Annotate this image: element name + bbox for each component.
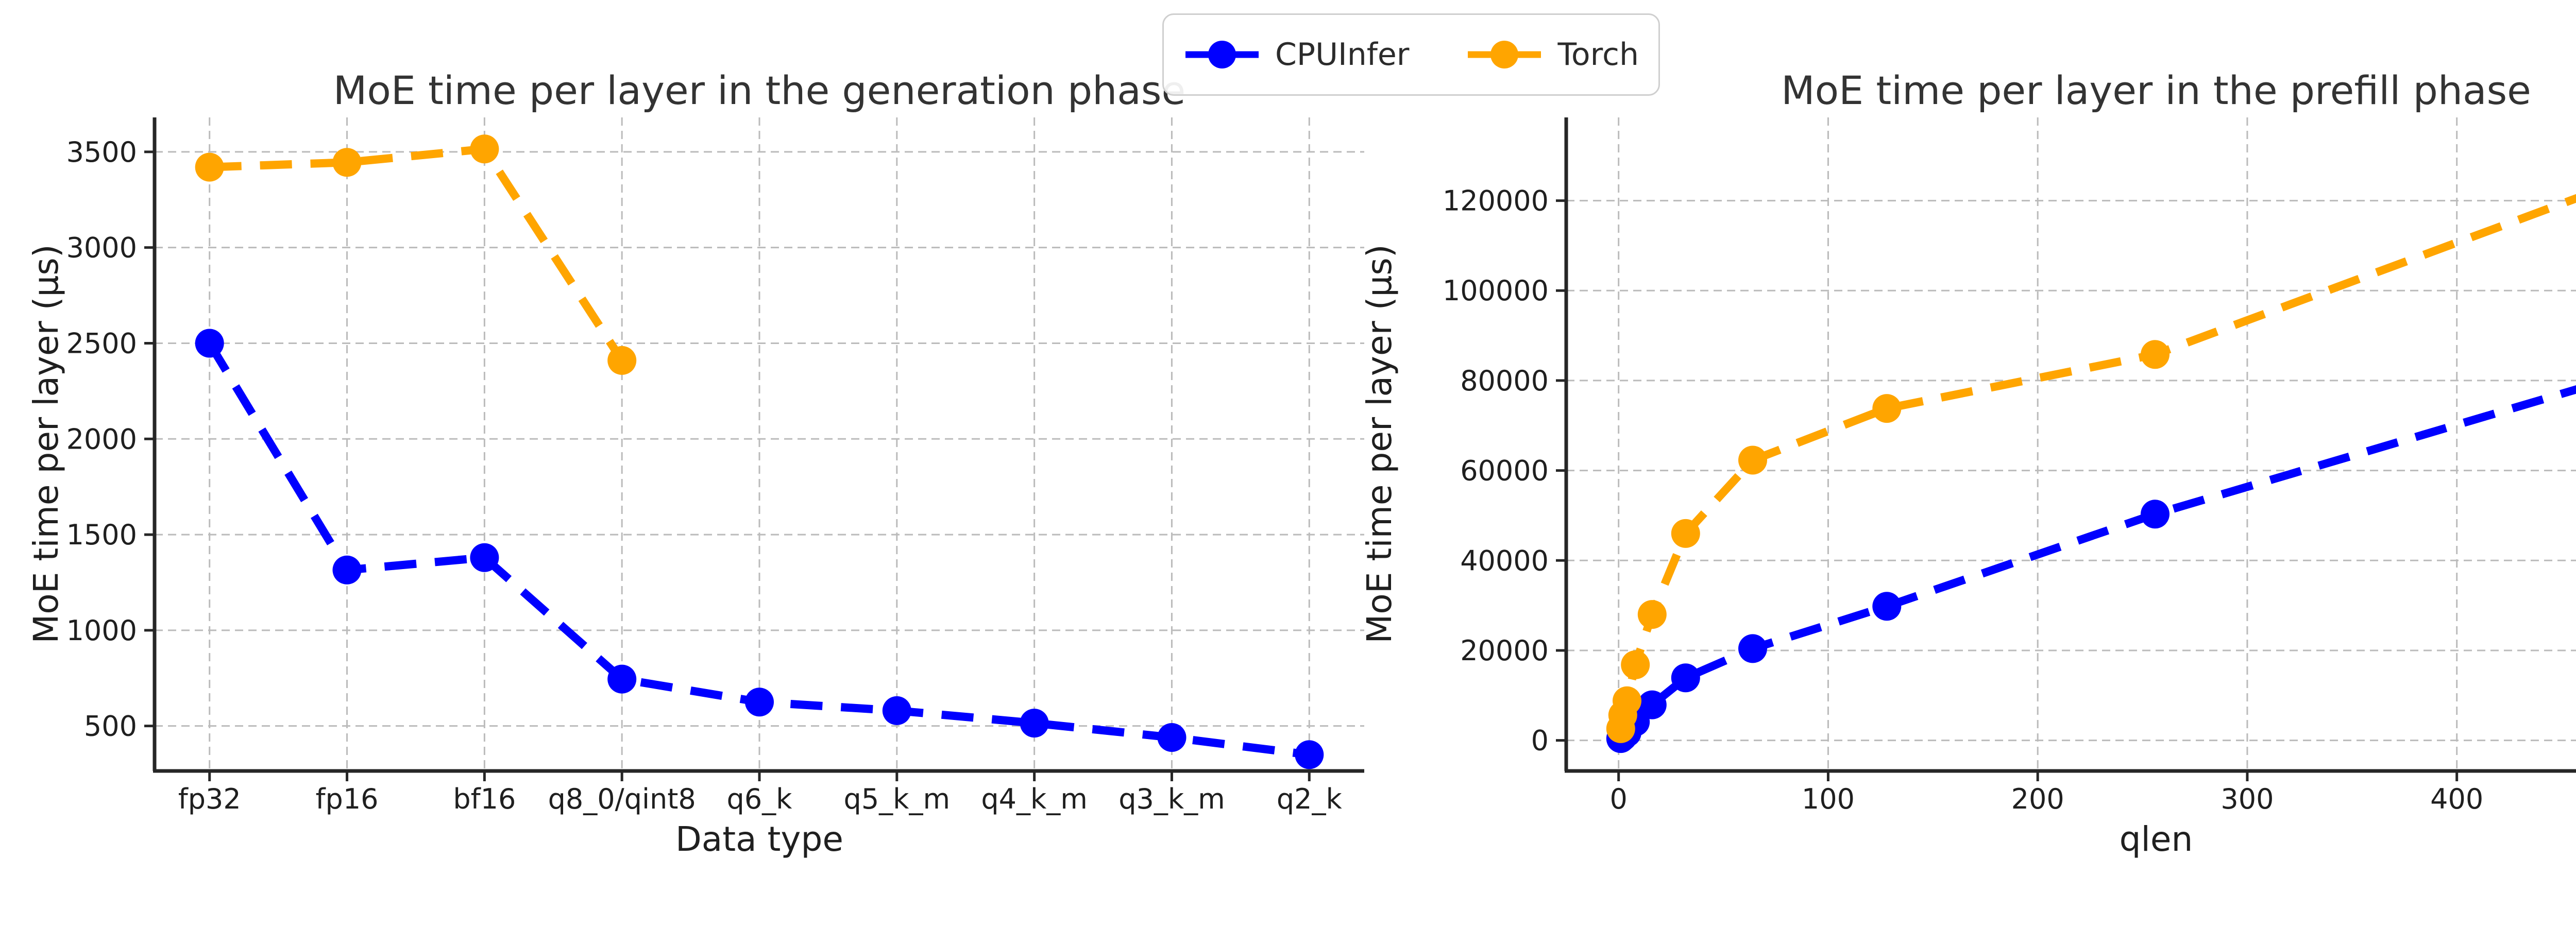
y-tick-label: 1500 (66, 519, 137, 551)
legend-marker-icon (1490, 41, 1519, 68)
ticks: 500 1000 1500 2000 2500 3000 3500 fp32 fp16 bf16 q… (66, 136, 1343, 815)
data-point (1671, 663, 1700, 693)
data-point (1738, 634, 1767, 663)
y-tick-label: 2000 (66, 423, 137, 455)
data-point (470, 134, 499, 164)
y-tick-label: 80000 (1460, 365, 1549, 397)
y-tick-label: 3000 (66, 232, 137, 264)
data-point (1671, 519, 1700, 548)
prefill-chart-title: MoE time per layer in the prefill phase (1781, 67, 2531, 113)
series-line (209, 145, 625, 363)
data-point (882, 696, 911, 725)
data-point (332, 148, 362, 177)
prefill-yaxis-label: MoE time per layer (μs) (1360, 244, 1399, 643)
data-point (607, 664, 637, 694)
data-point (1637, 600, 1667, 629)
data-point (1157, 723, 1187, 752)
prefill-chart: 0 20000 40000 60000 80000 100000 120000 0 100 200… (1443, 117, 2576, 815)
x-tick-label: q4_k_m (981, 783, 1088, 815)
x-tick-label: fp16 (316, 783, 379, 815)
x-tick-label: fp32 (178, 783, 241, 815)
data-point (1621, 650, 1650, 679)
legend-marker-icon (1208, 41, 1236, 68)
data-point (195, 329, 224, 358)
x-tick-label: 0 (1610, 783, 1628, 815)
series-torch (1606, 194, 2576, 743)
x-tick-label: 400 (2430, 783, 2483, 815)
y-tick-label: 40000 (1460, 544, 1549, 577)
data-point (2141, 500, 2170, 529)
x-tick-label: q2_k (1277, 783, 1343, 815)
y-tick-label: 0 (1531, 725, 1549, 757)
legend-swatch-cpuinfer (1185, 41, 1259, 68)
series-torch (195, 134, 637, 375)
prefill-xaxis-label: qlen (2120, 819, 2193, 859)
x-tick-label: 200 (2011, 783, 2064, 815)
data-point (1295, 740, 1324, 769)
grid (1566, 117, 2576, 771)
legend-entry-cpuinfer: CPUInfer (1183, 37, 1409, 73)
x-tick-label: q3_k_m (1118, 783, 1225, 815)
legend-entry-torch: Torch (1466, 37, 1639, 73)
legend-label-torch: Torch (1557, 37, 1639, 73)
y-tick-label: 100000 (1443, 274, 1549, 307)
data-point (470, 543, 499, 572)
y-tick-label: 60000 (1460, 455, 1549, 487)
grid (155, 117, 1364, 771)
data-point (1872, 592, 1902, 621)
data-point (1613, 686, 1641, 715)
data-point (332, 555, 362, 585)
data-point (1637, 690, 1667, 719)
axes-spines (1564, 117, 2576, 773)
series-cpuinfer (195, 329, 1324, 769)
y-tick-label: 120000 (1443, 185, 1549, 217)
series-cpuinfer (1606, 385, 2576, 753)
ticks: 0 20000 40000 60000 80000 100000 120000 0 100 200… (1443, 185, 2483, 815)
data-point (1872, 394, 1902, 423)
x-tick-label: bf16 (453, 783, 516, 815)
data-point (1020, 709, 1049, 738)
legend-label-cpuinfer: CPUInfer (1275, 37, 1410, 73)
legend-swatch-torch (1468, 41, 1541, 68)
y-tick-label: 2500 (66, 327, 137, 359)
generation-chart-title: MoE time per layer in the generation pha… (333, 67, 1185, 113)
data-point (745, 688, 774, 717)
y-tick-label: 1000 (66, 614, 137, 647)
x-tick-label: q5_k_m (844, 783, 951, 815)
x-tick-label: q8_0/qint8 (548, 783, 696, 815)
generation-xaxis-label: Data type (675, 819, 843, 859)
data-point (607, 346, 637, 375)
generation-yaxis-label: MoE time per layer (μs) (26, 244, 66, 643)
x-tick-label: 100 (1802, 783, 1855, 815)
generation-chart: 500 1000 1500 2000 2500 3000 3500 fp32 fp16 bf16 q… (66, 117, 1364, 815)
x-tick-label: 300 (2221, 783, 2274, 815)
y-tick-label: 500 (84, 710, 137, 743)
y-tick-label: 20000 (1460, 634, 1549, 667)
x-tick-label: q6_k (727, 783, 793, 815)
series-line (1618, 385, 2576, 742)
data-point (195, 152, 224, 182)
legend: CPUInfer Torch (1162, 13, 1660, 96)
y-tick-label: 3500 (66, 136, 137, 168)
data-point (1738, 445, 1767, 475)
data-point (2141, 340, 2170, 369)
